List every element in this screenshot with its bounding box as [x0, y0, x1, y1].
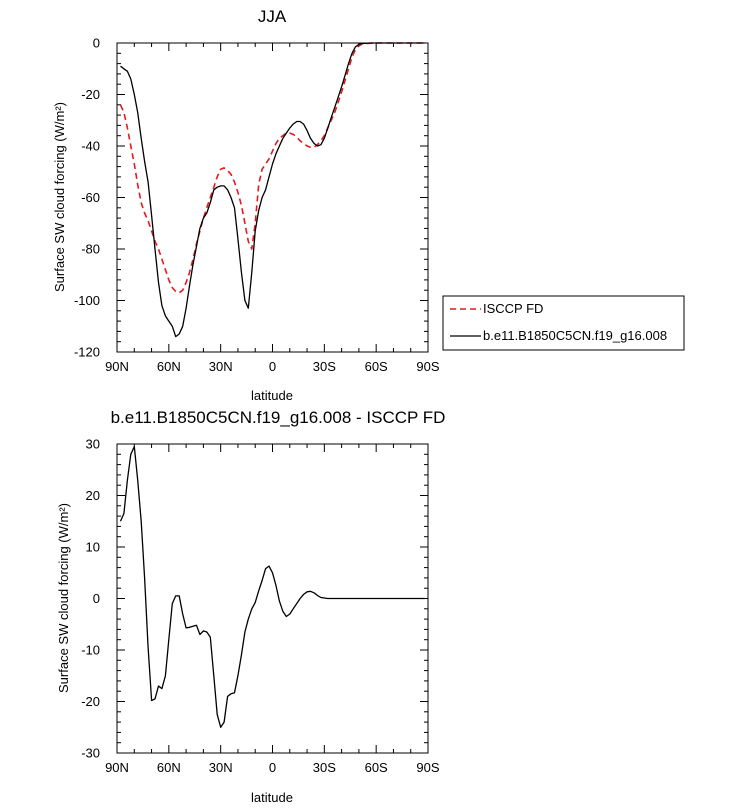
model-line: [120, 42, 425, 338]
legend-label-model: b.e11.B1850C5CN.f19_g16.008: [483, 328, 667, 343]
y-tick-label: -20: [81, 694, 100, 709]
y-tick-label: 0: [93, 36, 100, 51]
y-tick-label: -40: [81, 139, 100, 154]
bottom-panel: b.e11.B1850C5CN.f19_g16.008 - ISCCP FD 9…: [56, 408, 445, 805]
x-tick-label: 90S: [416, 760, 439, 775]
difference-line: [119, 445, 425, 728]
legend-box: [442, 295, 685, 351]
y-tick-label: 20: [86, 488, 100, 503]
x-tick-label: 90N: [105, 760, 129, 775]
top-series-lines: [119, 42, 425, 338]
top-panel: JJA 90N 60N 30N 0 30S 60S 90S 0 -20 -40 -60 -80 -10…: [52, 7, 685, 403]
y-tick-label: -20: [81, 87, 100, 102]
top-tick-marks: [116, 42, 429, 353]
top-x-axis-label: latitude: [251, 388, 293, 403]
x-tick-label: 30S: [313, 760, 336, 775]
y-tick-label: 10: [86, 540, 100, 555]
x-tick-label: 60N: [157, 760, 181, 775]
y-tick-label: -80: [81, 242, 100, 257]
y-tick-label: -10: [81, 643, 100, 658]
legend-label-isccp: ISCCP FD: [483, 301, 543, 316]
x-tick-label: 90S: [416, 359, 439, 374]
x-tick-label: 30S: [313, 359, 336, 374]
x-tick-label: 60S: [365, 760, 388, 775]
isccp-fd-line: [119, 42, 425, 294]
y-tick-label: 0: [93, 591, 100, 606]
x-tick-label: 60N: [157, 359, 181, 374]
legend: ISCCP FD b.e11.B1850C5CN.f19_g16.008: [442, 295, 685, 351]
top-x-tick-labels: 90N 60N 30N 0 30S 60S 90S: [105, 359, 440, 374]
bottom-panel-title: b.e11.B1850C5CN.f19_g16.008 - ISCCP FD: [111, 408, 446, 427]
bottom-tick-marks: [116, 443, 429, 754]
bottom-x-tick-labels: 90N 60N 30N 0 30S 60S 90S: [105, 760, 440, 775]
x-tick-label: 0: [269, 760, 276, 775]
bottom-x-axis-label: latitude: [251, 790, 293, 805]
top-y-axis-label: Surface SW cloud forcing (W/m²): [52, 102, 67, 292]
x-tick-label: 60S: [365, 359, 388, 374]
bottom-y-tick-labels: 30 20 10 0 -10 -20 -30: [81, 437, 100, 761]
x-tick-label: 0: [269, 359, 276, 374]
bottom-series-lines: [119, 445, 425, 728]
x-tick-label: 30N: [209, 760, 233, 775]
y-tick-label: 30: [86, 437, 100, 452]
y-tick-label: -120: [74, 345, 100, 360]
y-tick-label: -100: [74, 293, 100, 308]
bottom-y-axis-label: Surface SW cloud forcing (W/m²): [56, 503, 71, 693]
x-tick-label: 30N: [209, 359, 233, 374]
top-y-tick-labels: 0 -20 -40 -60 -80 -100 -120: [74, 36, 100, 360]
x-tick-label: 90N: [105, 359, 129, 374]
top-panel-title: JJA: [258, 7, 287, 26]
y-tick-label: -60: [81, 190, 100, 205]
y-tick-label: -30: [81, 746, 100, 761]
